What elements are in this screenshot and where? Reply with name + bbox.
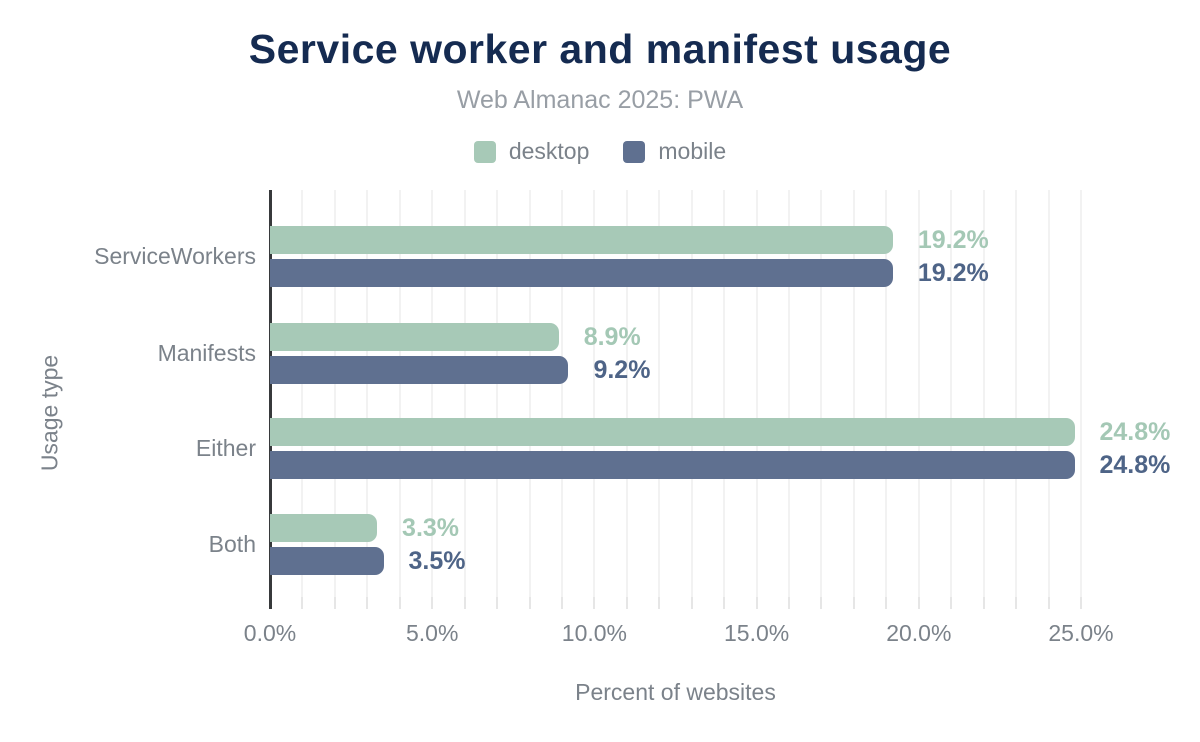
y-axis-title: Usage type <box>36 354 63 472</box>
x-tick-label: 25.0% <box>1048 620 1114 646</box>
gridline <box>917 190 920 597</box>
x-tick-label: 15.0% <box>723 620 790 646</box>
chart-title: Service worker and manifest usage <box>248 26 952 72</box>
axis-tick <box>431 597 434 609</box>
value-label-mobile: 9.2% <box>593 355 651 384</box>
axis-tick <box>560 597 563 609</box>
category-label: Both <box>208 531 256 557</box>
gridline <box>982 190 985 597</box>
gridline <box>723 190 726 597</box>
x-axis-title: Percent of websites <box>575 679 776 705</box>
gridline <box>625 190 628 597</box>
value-label-mobile: 19.2% <box>917 258 989 287</box>
gridline <box>528 190 531 597</box>
value-label-mobile: 3.5% <box>408 546 466 575</box>
axis-tick <box>398 597 401 609</box>
axis-tick <box>496 597 499 609</box>
chart-subtitle: Web Almanac 2025: PWA <box>456 86 744 114</box>
x-tick-label: 20.0% <box>886 620 952 646</box>
gridline <box>301 190 304 597</box>
gridline <box>885 190 888 597</box>
legend-item-mobile: mobile <box>623 138 726 165</box>
legend-swatch-mobile-icon <box>623 140 646 163</box>
gridline <box>398 190 401 597</box>
plot-area: 19.2% 19.2% 8.9% 9.2% 24.8% 24.8% 3.3% 3.5% <box>269 190 1170 609</box>
value-label-mobile: 24.8% <box>1099 450 1171 479</box>
gridline <box>1047 190 1050 597</box>
axis-tick <box>593 597 596 609</box>
legend: desktop mobile <box>0 138 1200 165</box>
bar-mobile <box>270 258 893 287</box>
category-label: Manifests <box>157 340 256 366</box>
bar-desktop <box>270 513 378 542</box>
axis-tick <box>1047 597 1050 609</box>
gridline <box>560 190 563 597</box>
gridline <box>1080 190 1082 597</box>
category-label: ServiceWorkers <box>94 243 256 269</box>
axis-tick <box>625 597 628 609</box>
axis-tick <box>366 597 369 609</box>
axis-tick <box>463 597 466 609</box>
gridline <box>788 190 791 597</box>
legend-swatch-desktop-icon <box>473 140 496 163</box>
axis-tick <box>950 597 953 609</box>
value-label-desktop: 8.9% <box>583 322 641 351</box>
gridline <box>593 190 596 597</box>
value-label-desktop: 24.8% <box>1099 417 1171 446</box>
gridline <box>463 190 466 597</box>
category-label: Either <box>195 435 256 461</box>
axis-tick <box>982 597 985 609</box>
gridline <box>333 190 336 597</box>
axis-tick <box>528 597 531 609</box>
gridline <box>1015 190 1018 597</box>
x-tick-label: 0.0% <box>243 620 297 646</box>
axis-tick <box>755 597 758 609</box>
gridline <box>431 190 434 597</box>
gridline <box>658 190 661 597</box>
legend-item-desktop: desktop <box>473 138 590 165</box>
axis-tick <box>1015 597 1018 609</box>
bar-mobile <box>270 355 569 384</box>
axis-tick <box>788 597 791 609</box>
axis-tick <box>723 597 726 609</box>
bar-desktop <box>270 417 1075 446</box>
axis-tick <box>690 597 693 609</box>
axis-tick <box>917 597 920 609</box>
gridline <box>950 190 953 597</box>
bar-mobile <box>270 450 1075 479</box>
axis-tick <box>852 597 855 609</box>
bar-mobile <box>270 546 384 575</box>
gridline <box>366 190 369 597</box>
x-tick-label: 5.0% <box>405 620 459 646</box>
x-tick-label: 10.0% <box>561 620 627 646</box>
gridline <box>690 190 693 597</box>
axis-tick <box>885 597 888 609</box>
legend-label-mobile: mobile <box>658 138 727 164</box>
value-label-desktop: 19.2% <box>917 225 989 254</box>
gridline <box>852 190 855 597</box>
gridline <box>820 190 823 597</box>
value-label-desktop: 3.3% <box>402 513 460 542</box>
axis-tick <box>1080 597 1082 609</box>
axis-tick <box>333 597 336 609</box>
axis-tick <box>820 597 823 609</box>
y-axis-line <box>269 190 272 609</box>
gridline <box>496 190 499 597</box>
axis-tick <box>301 597 304 609</box>
bar-desktop <box>270 322 559 351</box>
legend-label-desktop: desktop <box>508 138 590 164</box>
axis-tick <box>658 597 661 609</box>
bar-desktop <box>270 225 893 254</box>
gridline <box>755 190 758 597</box>
